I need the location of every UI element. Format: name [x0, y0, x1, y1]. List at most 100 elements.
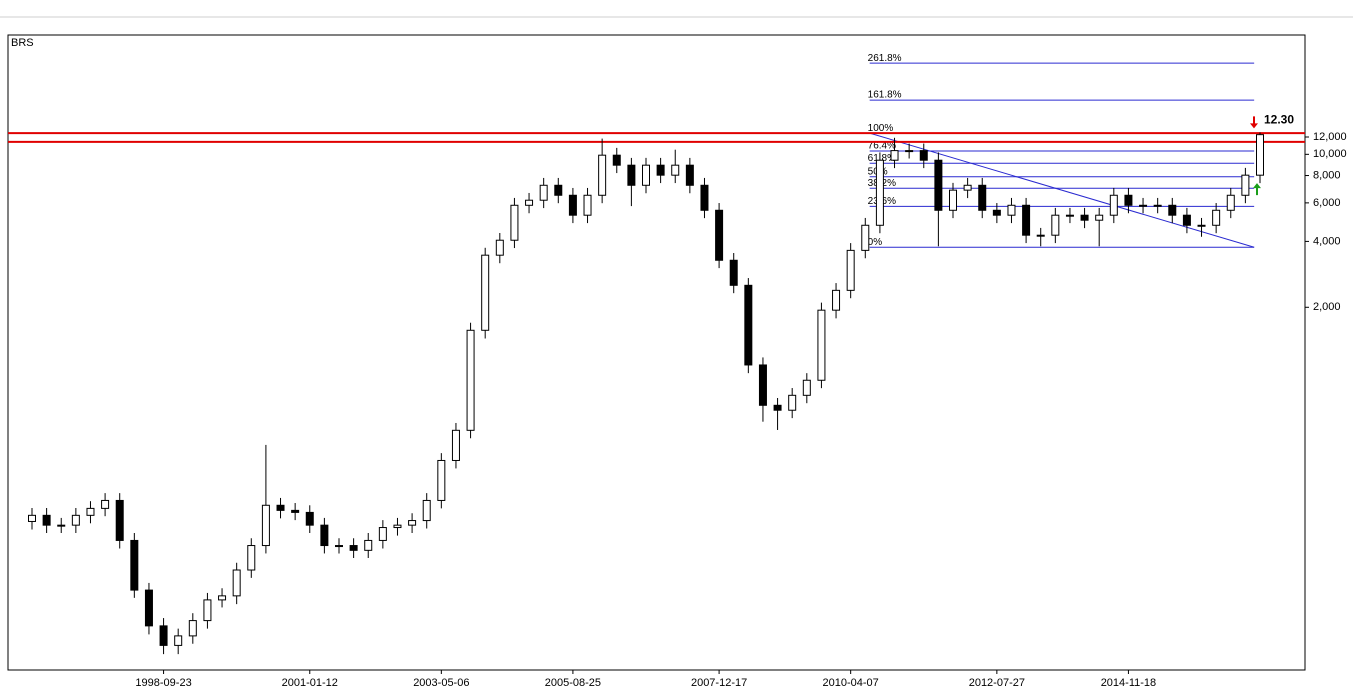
candle-body	[1168, 204, 1177, 216]
x-tick-label: 1998-09-23	[135, 677, 191, 689]
plot-frame	[7, 34, 1306, 671]
candle-body	[744, 284, 753, 366]
x-tick-label: 2007-12-17	[691, 677, 747, 689]
x-tick-label: 2010-04-07	[823, 677, 879, 689]
chart-title: BRS	[11, 37, 34, 49]
y-tick-label: 12,000	[1313, 131, 1347, 143]
candle-body	[963, 184, 972, 191]
candle-body	[1182, 214, 1191, 226]
candle-body	[466, 329, 475, 431]
y-tick-label: 4,000	[1313, 235, 1341, 247]
candle-body	[700, 184, 709, 211]
candle-body	[42, 514, 51, 526]
candle-body	[992, 209, 1001, 216]
candle-body	[349, 545, 358, 551]
candle-body	[232, 569, 241, 597]
candle-body	[393, 524, 402, 529]
candle-body	[101, 499, 110, 509]
fib-level-label: 76.4%	[868, 141, 896, 152]
candle-body	[861, 224, 870, 251]
candle-body	[320, 524, 329, 547]
candle-body	[510, 204, 519, 241]
candle-body	[408, 520, 417, 526]
candle-body	[1241, 174, 1250, 196]
candle-body	[115, 499, 124, 541]
candle-body	[276, 504, 285, 511]
x-tick-label: 2005-08-25	[545, 677, 601, 689]
last-price-label: 12.30	[1264, 113, 1294, 127]
candle-body	[1036, 234, 1045, 237]
candle-body	[539, 184, 548, 201]
candle-body	[1212, 209, 1221, 226]
candle-body	[261, 504, 270, 547]
candle-body	[525, 199, 534, 206]
candle-body	[1124, 194, 1133, 206]
candle-body	[144, 589, 153, 627]
candle-body	[978, 184, 987, 211]
x-tick-label: 2003-05-06	[413, 677, 469, 689]
candle-body	[188, 620, 197, 637]
candle-body	[437, 459, 446, 501]
candle-body	[773, 404, 782, 411]
candle-body	[1109, 194, 1118, 216]
candle-body	[802, 379, 811, 396]
fib-level-label: 0%	[868, 237, 883, 248]
fib-level-label: 61.8%	[868, 153, 896, 164]
x-tick-label: 2012-07-27	[969, 677, 1025, 689]
candle-body	[846, 249, 855, 291]
candle-body	[729, 259, 738, 286]
candle-body	[758, 364, 767, 406]
y-tick-label: 2,000	[1313, 301, 1341, 313]
candle-body	[788, 394, 797, 411]
candle-body	[568, 194, 577, 216]
candle-body	[905, 150, 914, 153]
candle-body	[335, 545, 343, 548]
candle-body	[57, 524, 66, 527]
candle-body	[174, 635, 183, 646]
candle-body	[218, 595, 227, 601]
candle-body	[1197, 224, 1206, 227]
candle-body	[451, 429, 460, 461]
down-arrow	[1250, 116, 1258, 129]
candle-body	[642, 164, 650, 186]
fib-level-label: 261.8%	[868, 53, 902, 64]
candle-body	[364, 539, 373, 551]
candle-body	[422, 499, 431, 522]
candle-body	[28, 514, 36, 522]
candle-body	[130, 539, 139, 591]
candle-body	[817, 309, 826, 381]
candle-body	[291, 509, 300, 513]
candle-body	[934, 159, 943, 211]
candle-body	[71, 514, 80, 526]
y-tick-label: 10,000	[1313, 148, 1347, 160]
candle-body	[1051, 214, 1060, 236]
fib-level-label: 100%	[868, 123, 894, 134]
candle-body	[656, 164, 665, 176]
candle-body	[1007, 204, 1016, 216]
candle-body	[685, 164, 694, 186]
candle-body	[1226, 194, 1235, 211]
candle-body	[481, 254, 490, 331]
candle-body	[203, 599, 212, 622]
y-tick-label: 6,000	[1313, 197, 1341, 209]
candle-body	[1095, 214, 1104, 221]
candle-body	[1153, 204, 1162, 207]
candle-body	[1022, 204, 1031, 236]
candle-body	[949, 189, 957, 211]
candle-body	[1065, 214, 1074, 217]
y-tick-label: 8,000	[1313, 169, 1341, 181]
candle-body	[715, 209, 724, 261]
candle-body	[890, 150, 899, 161]
x-tick-label: 2001-01-12	[282, 677, 338, 689]
candle-body	[919, 150, 928, 161]
candle-body	[832, 289, 841, 311]
candle-body	[1080, 214, 1089, 221]
candle-body	[612, 154, 621, 166]
candle-body	[1256, 134, 1264, 176]
up-arrow	[1253, 183, 1261, 196]
candle-body	[305, 511, 314, 526]
candle-body	[583, 194, 592, 216]
candle-body	[1139, 204, 1148, 207]
